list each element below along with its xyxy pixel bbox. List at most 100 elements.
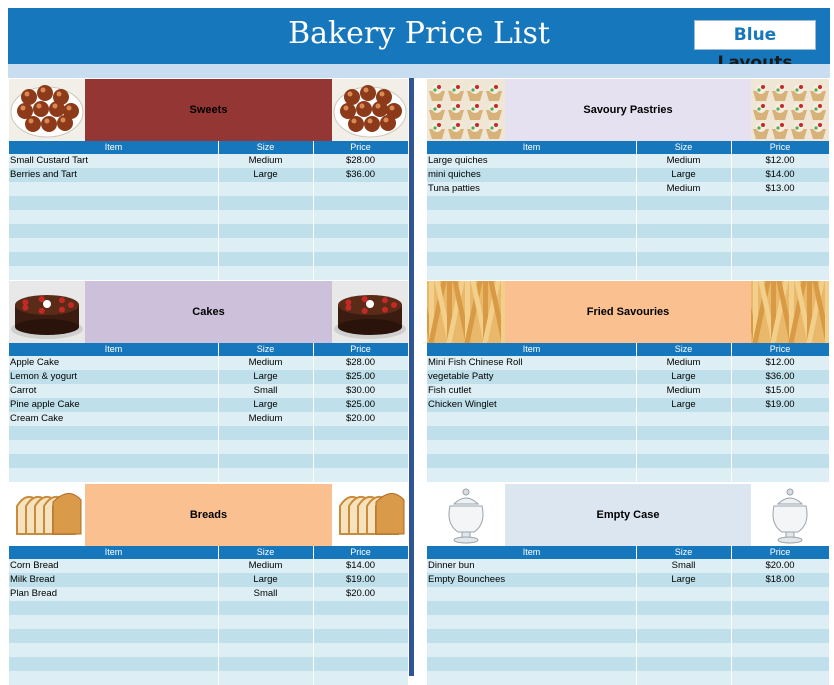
column-separator bbox=[218, 154, 219, 168]
column-separator bbox=[636, 238, 637, 252]
column-separator bbox=[636, 266, 637, 280]
column-separator bbox=[636, 468, 637, 482]
column-separator bbox=[731, 573, 732, 587]
column-separator bbox=[636, 573, 637, 587]
column-separator bbox=[313, 657, 314, 671]
table-row bbox=[427, 629, 829, 643]
column-header-item: Item bbox=[104, 142, 123, 152]
column-separator bbox=[218, 629, 219, 643]
item-size: Large bbox=[253, 574, 278, 585]
column-header-item: Item bbox=[522, 344, 541, 354]
column-separator bbox=[731, 238, 732, 252]
column-separator bbox=[313, 426, 314, 440]
item-name: Tuna patties bbox=[428, 183, 480, 194]
column-separator bbox=[313, 573, 314, 587]
column-separator bbox=[731, 657, 732, 671]
item-price: $25.00 bbox=[345, 371, 376, 382]
table-row: Fish cutlet Medium $15.00 bbox=[427, 384, 829, 398]
column-separator bbox=[636, 224, 637, 238]
table-row bbox=[427, 252, 829, 266]
item-name: Dinner bun bbox=[428, 560, 475, 571]
item-name: Berries and Tart bbox=[10, 169, 77, 180]
fries-image bbox=[739, 276, 832, 348]
item-size: Large bbox=[671, 371, 696, 382]
column-separator bbox=[218, 210, 219, 224]
column-separator bbox=[731, 343, 732, 356]
item-price: $28.00 bbox=[345, 155, 376, 166]
column-separator bbox=[313, 671, 314, 685]
table-row: Large quiches Medium $12.00 bbox=[427, 154, 829, 168]
column-separator bbox=[731, 671, 732, 685]
table-row bbox=[427, 210, 829, 224]
column-separator bbox=[731, 546, 732, 559]
sliced-bread-image bbox=[332, 484, 408, 546]
table-row: Corn Bread Medium $14.00 bbox=[9, 559, 408, 573]
item-size: Small bbox=[253, 385, 278, 396]
column-separator bbox=[313, 601, 314, 615]
column-separator bbox=[313, 168, 314, 182]
item-price: $14.00 bbox=[345, 560, 376, 571]
column-separator bbox=[313, 587, 314, 601]
column-separator bbox=[313, 629, 314, 643]
column-separator bbox=[218, 168, 219, 182]
column-separator bbox=[636, 426, 637, 440]
column-separator bbox=[313, 546, 314, 559]
item-size: Large bbox=[253, 169, 278, 180]
table-row: Plan Bread Small $20.00 bbox=[9, 587, 408, 601]
column-separator bbox=[313, 412, 314, 426]
column-separator bbox=[636, 182, 637, 196]
column-separator bbox=[731, 440, 732, 454]
table-row bbox=[9, 238, 408, 252]
section-title: Breads bbox=[85, 484, 332, 546]
column-header-price: Price bbox=[350, 344, 371, 354]
table-row: Chicken Winglet Large $19.00 bbox=[427, 398, 829, 412]
column-header-price: Price bbox=[350, 547, 371, 557]
table-row bbox=[427, 643, 829, 657]
column-separator bbox=[313, 343, 314, 356]
table-row bbox=[9, 196, 408, 210]
table-row bbox=[9, 615, 408, 629]
column-separator bbox=[218, 643, 219, 657]
item-size: Large bbox=[671, 169, 696, 180]
column-divider bbox=[409, 78, 414, 676]
header-subbar bbox=[8, 64, 830, 78]
column-separator bbox=[636, 168, 637, 182]
column-separator bbox=[731, 182, 732, 196]
table-row: Berries and Tart Large $36.00 bbox=[9, 168, 408, 182]
column-separator bbox=[313, 468, 314, 482]
table-row bbox=[427, 671, 829, 685]
item-name: Fish cutlet bbox=[428, 385, 472, 396]
table-row bbox=[427, 657, 829, 671]
column-header-item: Item bbox=[104, 547, 123, 557]
column-separator bbox=[636, 141, 637, 154]
item-price: $36.00 bbox=[345, 169, 376, 180]
column-header-item: Item bbox=[522, 547, 541, 557]
item-name: vegetable Patty bbox=[428, 371, 494, 382]
column-separator bbox=[218, 238, 219, 252]
item-size: Medium bbox=[248, 560, 283, 571]
table-row: Pine apple Cake Large $25.00 bbox=[9, 398, 408, 412]
table-row bbox=[9, 468, 408, 482]
table-row bbox=[9, 657, 408, 671]
column-separator bbox=[313, 370, 314, 384]
column-header-size: Size bbox=[256, 344, 275, 354]
column-separator bbox=[218, 601, 219, 615]
item-name: Plan Bread bbox=[10, 588, 58, 599]
column-separator bbox=[218, 398, 219, 412]
item-name: Carrot bbox=[10, 385, 37, 396]
table-row bbox=[427, 196, 829, 210]
column-separator bbox=[218, 546, 219, 559]
item-name: Large quiches bbox=[428, 155, 488, 166]
table-row bbox=[427, 412, 829, 426]
column-separator bbox=[313, 141, 314, 154]
column-separator bbox=[636, 587, 637, 601]
table-row bbox=[427, 601, 829, 615]
item-size: Medium bbox=[666, 183, 701, 194]
column-separator bbox=[218, 384, 219, 398]
item-price: $20.00 bbox=[345, 588, 376, 599]
column-header-item: Item bbox=[104, 344, 123, 354]
column-separator bbox=[313, 440, 314, 454]
table-row: Mini Fish Chinese Roll Medium $12.00 bbox=[427, 356, 829, 370]
column-separator bbox=[313, 266, 314, 280]
table-row bbox=[427, 454, 829, 468]
